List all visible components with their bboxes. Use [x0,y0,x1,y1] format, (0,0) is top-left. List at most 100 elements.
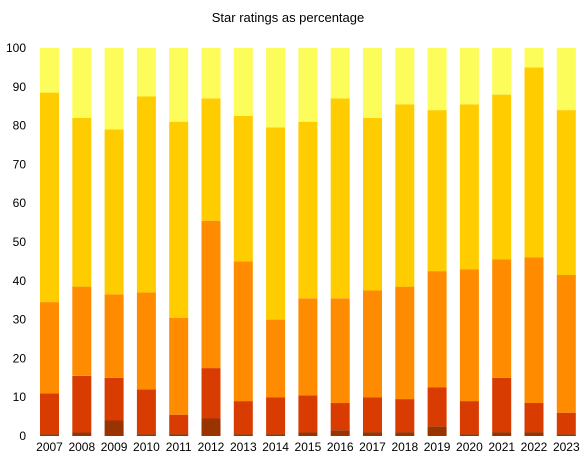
bar-segment-2010-2 [136,389,156,434]
bar-segment-2014-2 [266,397,286,435]
bar-segment-2007-2 [40,393,59,434]
bar-segment-2022-3 [524,257,544,403]
bar-segment-2020-5 [459,48,479,105]
bar-segment-2016-1 [330,430,350,436]
y-tick-label: 70 [13,157,27,171]
bar-segment-2015-3 [298,298,318,396]
bar-segment-2009-4 [104,129,124,295]
bar-segment-2009-5 [104,48,124,130]
bar-segment-2019-1 [427,426,447,436]
bar-segment-2015-2 [298,395,318,433]
bar-segment-2012-1 [201,418,221,436]
bar-segment-2013-5 [233,48,253,116]
bar-segment-2016-2 [330,403,350,431]
bar-segment-2016-4 [330,98,350,299]
y-tick-label: 100 [6,41,26,55]
bar-segment-2008-1 [72,432,92,436]
bar-segment-2008-3 [72,286,92,376]
bar-segment-2014-5 [266,48,286,128]
bar-segment-2020-4 [459,104,479,270]
x-tick-label: 2012 [198,440,225,454]
bar-segment-2019-4 [427,110,447,272]
bar-segment-2008-4 [72,117,92,287]
x-tick-label: 2011 [166,440,192,454]
y-tick-label: 30 [13,313,27,327]
bar-segment-2020-2 [459,401,479,435]
bar-segment-2019-3 [427,271,447,388]
bar-segment-2007-1 [40,434,59,436]
x-tick-label: 2023 [553,440,580,454]
bar-segment-2013-4 [233,115,253,262]
bar-segment-2023-3 [556,275,576,413]
x-tick-label: 2013 [230,440,257,454]
x-tick-label: 2017 [359,440,386,454]
x-tick-label: 2016 [327,440,354,454]
bar-segment-2021-2 [492,377,512,433]
x-axis: 2007 2008 2009 2010 2011 2012 2013 2014 2015 2016… [36,440,580,454]
x-tick-label: 2009 [101,440,128,454]
bar-segment-2012-2 [201,368,221,419]
bar-segment-2020-3 [459,269,479,402]
y-tick-label: 10 [13,390,27,404]
bar-segment-2018-5 [395,48,415,105]
bar-segment-2019-2 [427,387,447,427]
bar-segment-2018-3 [395,286,415,400]
y-tick-label: 60 [13,196,27,210]
bar-segment-2007-3 [40,302,59,394]
x-tick-label: 2022 [521,440,548,454]
bar-segment-2017-3 [363,290,382,398]
bar-segment-2014-1 [266,434,286,436]
bar-segment-2023-4 [556,110,576,275]
bar-segment-2022-2 [524,403,544,433]
bar-segment-2011-5 [169,48,189,122]
bar-segment-2014-4 [266,127,286,320]
bar-segment-2013-3 [233,261,253,402]
bar-segment-2015-4 [298,121,318,299]
bar-segment-2009-2 [104,377,124,421]
bar-segment-2009-1 [104,420,124,436]
bar-segment-2008-2 [72,375,92,433]
y-tick-label: 80 [13,119,27,133]
x-tick-label: 2007 [36,440,63,454]
bar-segment-2010-5 [136,48,156,97]
y-axis: 0 10 20 30 40 50 60 70 80 90 100 [6,41,26,443]
bar-segment-2008-5 [72,48,92,118]
bar-segment-2017-4 [363,117,382,291]
bar-segment-2011-3 [169,317,189,415]
bar-segment-2023-2 [556,412,576,434]
bar-segment-2016-5 [330,48,350,99]
x-tick-label: 2018 [391,440,418,454]
bar-segment-2020-1 [459,434,479,436]
bar-segment-2016-3 [330,298,350,404]
bar-segment-2013-1 [233,434,253,436]
bar-segment-2013-2 [233,401,253,435]
y-tick-label: 20 [13,351,27,365]
x-tick-label: 2021 [488,440,515,454]
bar-segment-2018-2 [395,399,415,433]
bar-segment-2015-5 [298,48,318,122]
bar-segment-2007-4 [40,92,59,303]
bar-segment-2018-4 [395,104,415,287]
bar-segment-2022-5 [524,48,544,68]
bar-segment-2022-4 [524,67,544,258]
bar-segment-2010-1 [136,434,156,436]
bar-segment-2012-3 [201,220,221,369]
bar-segment-2009-3 [104,294,124,378]
bar-segment-2012-4 [201,98,221,221]
x-tick-label: 2019 [424,440,451,454]
bar-segment-2010-4 [136,96,156,293]
bar-segment-2019-5 [427,48,447,111]
x-tick-label: 2008 [68,440,95,454]
bar-segment-2017-2 [363,397,382,433]
y-tick-label: 40 [13,274,27,288]
x-tick-label: 2015 [295,440,322,454]
bars [40,48,576,436]
y-tick-label: 0 [19,429,26,443]
bar-segment-2022-1 [524,432,544,436]
x-tick-label: 2014 [262,440,289,454]
bar-segment-2010-3 [136,292,156,390]
chart-title: Star ratings as percentage [212,10,364,25]
bar-segment-2023-5 [556,48,576,111]
bar-segment-2018-1 [395,432,415,436]
